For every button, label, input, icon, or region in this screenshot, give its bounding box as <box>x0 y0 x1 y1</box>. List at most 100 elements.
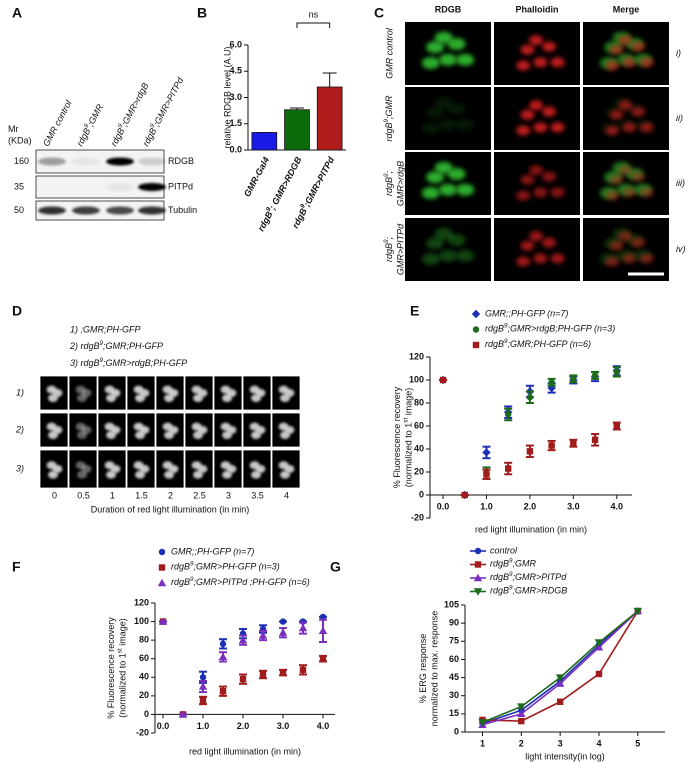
red-signal <box>631 41 646 52</box>
green-signal <box>447 103 466 116</box>
green-signal <box>421 121 440 134</box>
data-point <box>526 448 534 455</box>
x-tick-label: 4.0 <box>611 501 624 511</box>
text-segment: rdgB <box>171 577 190 587</box>
text-segment: GMR>rdgB <box>396 161 406 206</box>
legend-label: rdgB9;GMR>PITPd <box>490 571 567 582</box>
red-signal <box>622 253 637 264</box>
time-label: 1 <box>110 490 115 500</box>
data-point <box>591 436 599 443</box>
row-label: 1) <box>16 387 24 397</box>
legend-label: rdgB9;GMR>RDGB <box>490 585 567 596</box>
text-segment: ; <box>384 170 394 173</box>
mw-marker: 50 <box>14 205 24 215</box>
green-signal <box>426 237 445 250</box>
row-label: 2) <box>15 424 24 434</box>
red-signal <box>533 57 548 68</box>
text-segment: 9 <box>509 558 513 565</box>
data-point <box>555 674 565 682</box>
time-label: 0.5 <box>77 490 90 500</box>
frame-signal <box>251 394 262 403</box>
text-segment: 9 <box>383 119 390 123</box>
text-segment: ;GMR>rdgB;PH-GFP <box>103 358 187 368</box>
y-axis-label: % Fluorescence recovery (normalized to 1s… <box>106 617 128 719</box>
green-signal <box>439 249 457 262</box>
frame-signal <box>48 470 59 479</box>
x-axis-label: light intensity(in log) <box>525 751 605 761</box>
text-segment: (normalized to 1 <box>118 653 128 718</box>
frame-signal <box>280 431 291 440</box>
legend-label: rdgB9;GMR>PITPd ;PH-GFP (n=6) <box>171 576 310 587</box>
x-tick-label: 4.0 <box>317 721 330 731</box>
red-signal <box>516 125 531 136</box>
text-segment: ; GMR>RDGB <box>268 155 304 212</box>
red-signal <box>529 100 544 111</box>
green-signal <box>421 56 440 69</box>
micrograph <box>405 218 491 281</box>
data-point <box>633 607 643 616</box>
x-tick-label: 2 <box>519 738 524 748</box>
frame-signal <box>77 470 88 479</box>
red-signal <box>618 231 633 242</box>
x-tick-label: 0.0 <box>157 721 170 731</box>
data-point <box>219 688 227 695</box>
text-segment: 9 <box>265 206 273 213</box>
red-signal <box>618 165 633 176</box>
green-signal <box>456 249 475 262</box>
y-tick-label: 0 <box>144 709 149 719</box>
text-segment: ;GMR>PITPd <box>302 155 337 208</box>
time-label: 2 <box>168 490 173 500</box>
time-label: 3.5 <box>251 490 264 500</box>
y-tick-label: 0.0 <box>229 144 242 154</box>
red-signal <box>516 60 531 71</box>
text-segment: 9 <box>383 239 390 243</box>
text-segment: rdgB <box>490 559 509 569</box>
bar <box>251 132 278 151</box>
frame-signal <box>135 470 146 479</box>
green-signal <box>421 186 440 199</box>
legend-marker <box>474 547 482 555</box>
y-tick-label: 30 <box>449 690 459 700</box>
time-label: 3 <box>226 490 231 500</box>
time-label: 2.5 <box>193 490 206 500</box>
red-signal <box>520 44 535 55</box>
legend-marker <box>472 341 480 349</box>
text-segment: 9 <box>190 561 194 568</box>
x-tick-label: 3.0 <box>277 721 290 731</box>
x-tick-label: GMR-Gal4 <box>242 155 271 198</box>
green-signal <box>456 118 475 131</box>
red-signal <box>605 256 620 267</box>
y-tick-label: 60 <box>139 653 149 663</box>
lane-label: GMR control <box>41 98 74 148</box>
text-segment: % Fluorescence recovery <box>106 617 116 719</box>
text-segment: ;GMR>RDGB <box>513 586 568 596</box>
series-line <box>482 610 639 726</box>
y-axis-label: relative RDGB level (A.U) <box>222 46 232 148</box>
text-segment: ;GMR>PITPd ;PH-GFP (n=6) <box>194 577 310 587</box>
text-segment: ;GMR>PITPd <box>513 572 568 582</box>
data-point <box>279 618 287 625</box>
text-segment: 9 <box>149 122 157 129</box>
blot-band <box>38 206 66 215</box>
red-signal <box>618 100 633 111</box>
text-segment: 3) rdgB <box>70 358 100 368</box>
frame-signal <box>222 470 233 479</box>
text-segment: 9 <box>299 203 307 210</box>
red-signal <box>639 57 654 68</box>
blot-band <box>72 206 100 215</box>
text-segment: % ERG response <box>418 634 428 704</box>
red-signal <box>622 57 637 68</box>
text-segment: 9 <box>509 571 513 578</box>
time-label: 4 <box>284 490 289 500</box>
data-point <box>478 719 487 727</box>
legend-marker <box>474 561 482 568</box>
frame-signal <box>251 431 262 440</box>
data-point <box>613 368 620 376</box>
green-signal <box>439 53 457 66</box>
significance-bracket <box>296 22 331 28</box>
red-signal <box>609 174 624 185</box>
data-point <box>555 679 565 687</box>
legend-label: rdgB9;GMR;PH-GFP (n=6) <box>485 338 591 349</box>
data-point <box>526 394 534 401</box>
red-signal <box>609 240 624 251</box>
